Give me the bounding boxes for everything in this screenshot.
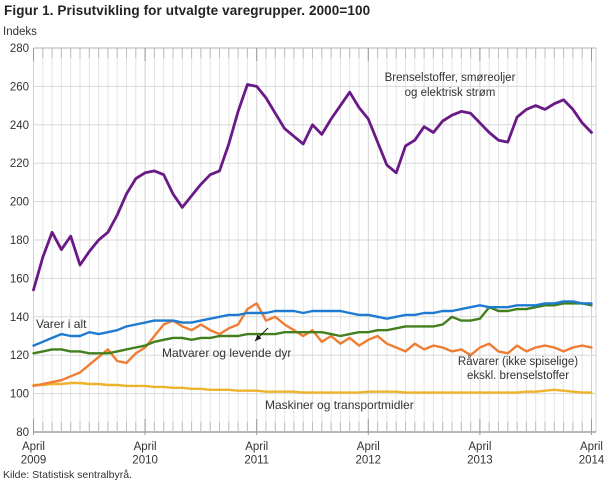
- series-label-brenselstoffer: Brenselstoffer, smøreoljer og elektrisk …: [384, 72, 516, 99]
- series-line-2: [32, 302, 593, 355]
- svg-text:April: April: [245, 441, 268, 453]
- svg-text:April: April: [357, 441, 380, 453]
- svg-text:2009: 2009: [21, 455, 47, 467]
- series-line-1: [32, 300, 593, 347]
- series-label-matvarer: Matvarer og levende dyr: [162, 346, 292, 360]
- series-label-maskiner: Maskiner og transportmidler: [265, 398, 414, 412]
- svg-text:2010: 2010: [132, 455, 158, 467]
- series-label-ravarer: Råvarer (ikke spiselige) ekskl. brensels…: [457, 356, 579, 382]
- svg-text:April: April: [468, 441, 491, 453]
- matvarer-annotation-arrow: [254, 327, 269, 342]
- y-axis-unit-label: Indeks: [3, 26, 37, 38]
- series-line-4: [32, 381, 593, 394]
- svg-text:180: 180: [10, 235, 29, 247]
- x-axis-tick-labels: April 2009 April 2010 April 2011 April 2012 Apri…: [21, 441, 605, 467]
- horizontal-gridlines: [33, 85, 596, 395]
- series-line-3: [32, 302, 593, 388]
- svg-text:2013: 2013: [467, 455, 493, 467]
- source-attribution: Kilde: Statistisk sentralbyrå.: [3, 469, 132, 481]
- svg-text:280: 280: [10, 43, 29, 55]
- svg-text:April: April: [22, 441, 45, 453]
- svg-text:April: April: [134, 441, 157, 453]
- series-label-varer-i-alt: Varer i alt: [36, 317, 87, 331]
- series-line-0: [32, 83, 593, 292]
- svg-text:2011: 2011: [244, 455, 269, 467]
- svg-text:220: 220: [10, 158, 29, 170]
- svg-text:100: 100: [10, 389, 29, 401]
- svg-text:2012: 2012: [356, 455, 382, 467]
- axis-ticks: [33, 48, 592, 435]
- chart-title: Figur 1. Prisutvikling for utvalgte vare…: [4, 3, 371, 18]
- svg-text:140: 140: [10, 312, 29, 324]
- svg-text:2014: 2014: [579, 455, 605, 467]
- svg-text:260: 260: [10, 81, 29, 93]
- svg-text:80: 80: [16, 427, 29, 439]
- svg-text:200: 200: [10, 197, 29, 209]
- svg-text:April: April: [580, 441, 603, 453]
- svg-text:160: 160: [10, 273, 29, 285]
- y-axis-tick-labels: 80 100 120 140 160 180 200 220 240 260 280: [10, 43, 29, 439]
- svg-text:120: 120: [10, 350, 29, 362]
- svg-text:240: 240: [10, 120, 29, 132]
